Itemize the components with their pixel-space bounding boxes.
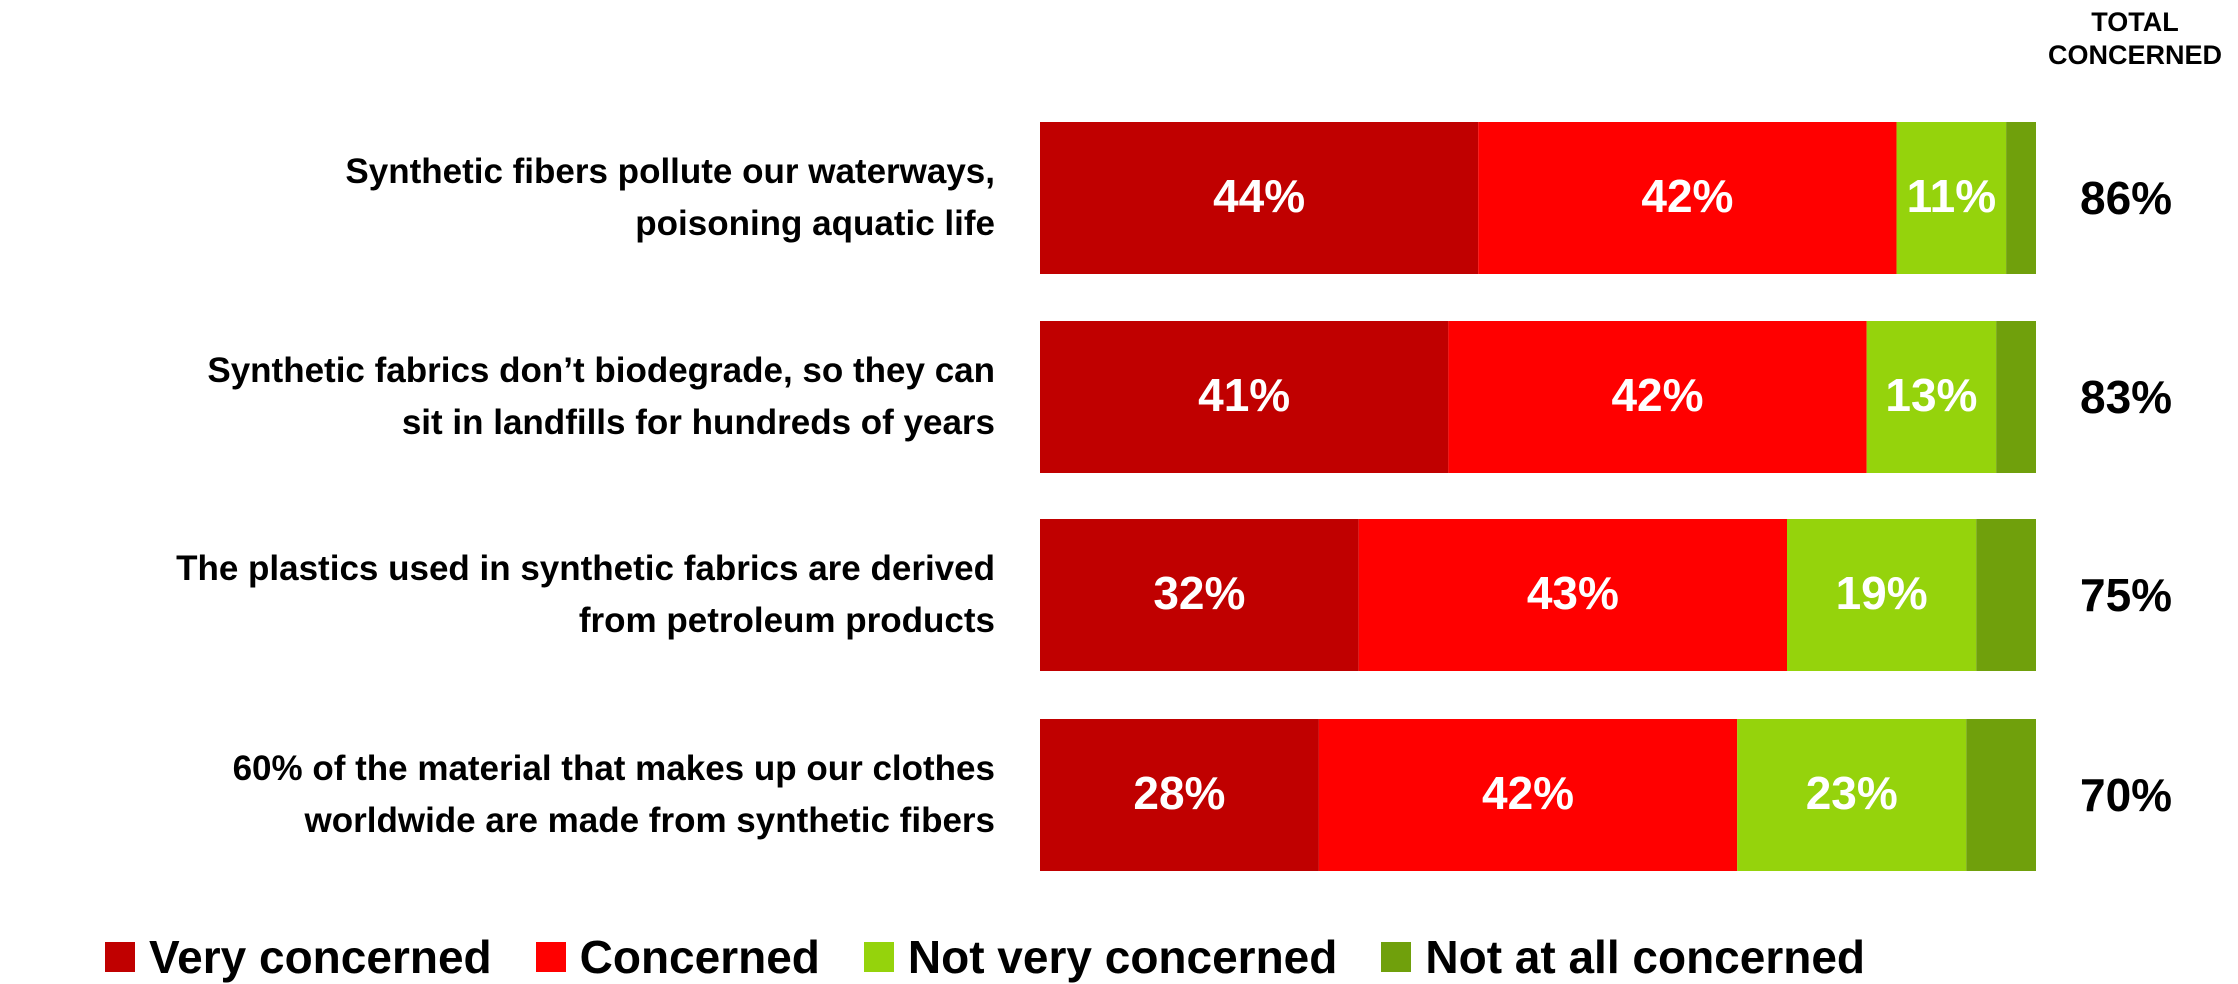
bar-segment <box>1040 719 1319 871</box>
bar-segment <box>1866 321 1997 473</box>
bar-segment <box>1040 122 1479 274</box>
legend-label: Concerned <box>579 931 820 983</box>
legend-item: Not very concerned <box>863 930 1338 984</box>
bar-segment <box>1966 719 2036 871</box>
bar-segment <box>1976 519 2036 671</box>
total-label: 83% <box>2080 371 2173 423</box>
total-label: 86% <box>2080 172 2173 224</box>
value-label: 42% <box>1611 369 1703 421</box>
value-label: 28% <box>1133 767 1225 819</box>
value-label: 41% <box>1198 369 1290 421</box>
legend: Very concerned Concerned Not very concerne… <box>105 930 1865 984</box>
legend-item: Not at all concerned <box>1381 930 1865 984</box>
bar-segment <box>2006 122 2036 274</box>
bar-segment <box>1358 519 1787 671</box>
legend-item: Very concerned <box>105 930 492 984</box>
category-label: Synthetic fibers pollute our waterways, … <box>345 152 995 243</box>
legend-label: Not very concerned <box>907 931 1338 983</box>
bar-segment <box>1478 122 1897 274</box>
bar-segment <box>1737 719 1967 871</box>
legend-label: Very concerned <box>149 931 492 983</box>
total-label: 75% <box>2080 569 2173 621</box>
value-label: 32% <box>1153 567 1245 619</box>
legend-swatch <box>863 942 894 972</box>
value-label: 13% <box>1885 369 1977 421</box>
value-label: 44% <box>1213 170 1305 222</box>
value-label: 11% <box>1907 170 1997 222</box>
bar-segment <box>1318 719 1738 871</box>
value-label: 43% <box>1527 567 1619 619</box>
value-label: 19% <box>1836 567 1928 619</box>
value-label: 42% <box>1482 767 1574 819</box>
bar-segment <box>1040 321 1449 473</box>
legend-item: Concerned <box>535 930 820 984</box>
legend-swatch <box>535 942 566 972</box>
legend-swatch <box>105 942 135 972</box>
bar-segment <box>1896 122 2007 274</box>
value-label: 23% <box>1806 767 1898 819</box>
bar-segment <box>1040 519 1359 671</box>
category-label: The plastics used in synthetic fabrics a… <box>176 549 995 640</box>
total-header: TOTAL CONCERNED <box>2047 7 2222 70</box>
value-label: 42% <box>1641 170 1733 222</box>
category-label: 60% of the material that makes up our cl… <box>232 749 995 840</box>
total-label: 70% <box>2080 769 2173 821</box>
category-label: Synthetic fabrics don’t biodegrade, so t… <box>207 351 995 442</box>
legend-swatch <box>1381 942 1412 972</box>
legend-label: Not at all concerned <box>1425 931 1866 983</box>
bar-segment <box>1448 321 1867 473</box>
bar-segment <box>1787 519 1977 671</box>
bar-segment <box>1996 321 2036 473</box>
